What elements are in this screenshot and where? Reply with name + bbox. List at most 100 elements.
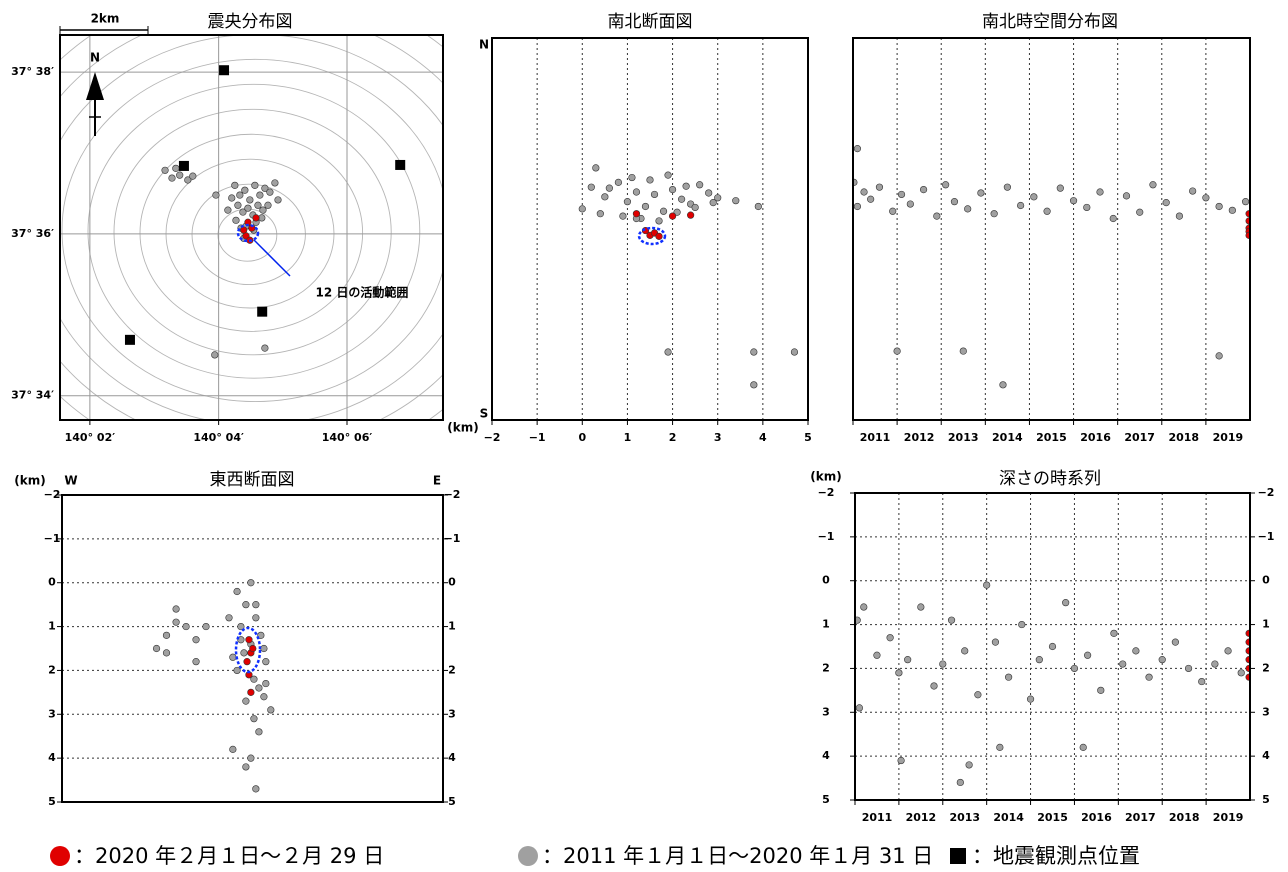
- y-tick-label: 1: [48, 620, 56, 633]
- x-tick-label: 2017: [1124, 431, 1155, 444]
- y-tick-label: 4: [822, 749, 830, 762]
- y-tick-label: 2: [48, 663, 56, 676]
- panel: 2011 2012 2013 2014 2015 2016 2017 2018 2019 南北時空…: [852, 12, 1251, 444]
- hypocenter: [1026, 695, 1035, 703]
- hypocenter: [965, 761, 973, 769]
- hypocenter: [705, 189, 713, 197]
- hypocenter: [650, 190, 659, 199]
- x-tick-label: 2017: [1125, 811, 1156, 824]
- hypocenter: [664, 171, 672, 179]
- legend-marker: [50, 846, 70, 866]
- y-tick-label: 5: [448, 795, 456, 808]
- frame: [59, 34, 444, 421]
- contour: [61, 58, 443, 402]
- hypocenter: [732, 197, 740, 205]
- hypocenter: [754, 202, 762, 211]
- panel-title: 震央分布図: [208, 12, 293, 32]
- x-tick-label: 140° 04′: [193, 431, 244, 444]
- hypocenter: [893, 347, 901, 355]
- hypocenter: [596, 210, 604, 218]
- hypocenter: [1149, 181, 1157, 189]
- y-tick-label: 5: [822, 793, 830, 806]
- hypocenter: [240, 649, 248, 657]
- station: [395, 159, 406, 170]
- hypocenter: [233, 587, 241, 596]
- y-tick-label: −2: [1258, 486, 1275, 499]
- hypocenter: [1145, 673, 1153, 681]
- hypocenter: [691, 203, 699, 212]
- hypocenter: [673, 208, 681, 216]
- unit-label: (km): [14, 474, 45, 488]
- x-tick-label: 3: [714, 431, 722, 444]
- x-tick-label: 2011: [862, 811, 893, 824]
- y-tick-label: 1: [448, 620, 456, 633]
- hypocenter: [641, 202, 650, 211]
- panel-title: 南北時空間分布図: [982, 12, 1118, 32]
- hypocenter: [1119, 660, 1127, 668]
- hypocenter: [250, 715, 258, 723]
- hypocenter: [632, 210, 641, 218]
- hypocenter: [587, 183, 595, 191]
- hypocenter: [956, 778, 964, 787]
- x-tick-label: 2014: [992, 431, 1023, 444]
- hypocenter: [260, 644, 268, 653]
- legend-label: ：2020 年２月１日～２月 29 日: [74, 844, 384, 868]
- contour: [139, 133, 364, 332]
- x-tick-label: 2014: [993, 811, 1024, 824]
- hypocenter: [1096, 188, 1104, 196]
- hypocenter: [895, 669, 903, 677]
- hypocenter: [252, 614, 260, 622]
- x-tick-label: 2016: [1081, 811, 1112, 824]
- hypocenter: [855, 704, 863, 712]
- x-tick-label: 2016: [1080, 431, 1111, 444]
- hypocenter: [244, 204, 252, 212]
- hypocenter: [682, 182, 690, 190]
- station: [257, 306, 268, 317]
- hypocenter: [1175, 212, 1184, 220]
- y-tick-label: 4: [48, 751, 56, 764]
- activity-range: [236, 223, 260, 243]
- hypocenter: [964, 205, 972, 213]
- bottom-label: S: [480, 407, 489, 421]
- hypocenter: [172, 618, 180, 626]
- hypocenter: [189, 172, 197, 180]
- hypocenter: [256, 191, 264, 199]
- plot-area: [855, 493, 1250, 800]
- hypocenter: [1035, 656, 1043, 664]
- x-tick-label: 2018: [1169, 811, 1200, 824]
- hypocenter: [950, 198, 959, 206]
- hypocenter: [655, 232, 663, 240]
- x-tick-label: 2015: [1037, 811, 1068, 824]
- hypocenter: [917, 603, 925, 611]
- hypocenter: [192, 636, 200, 644]
- hypocenter: [237, 636, 245, 644]
- hypocenter: [959, 347, 967, 355]
- station: [178, 160, 189, 171]
- hypocenter: [1162, 199, 1170, 207]
- x-tick-label: 2013: [949, 811, 980, 824]
- hypocenter: [592, 164, 600, 172]
- y-tick-label: 4: [448, 751, 456, 764]
- hypocenter: [162, 649, 171, 657]
- hypocenter: [933, 212, 941, 220]
- hypocenter: [1184, 664, 1193, 673]
- hypocenter: [1048, 642, 1057, 651]
- y-tick-label: 3: [48, 707, 56, 720]
- hypocenter: [233, 666, 241, 675]
- hypocenter: [261, 184, 269, 192]
- legend-label: ：地震観測点位置: [972, 844, 1140, 868]
- top-label: N: [479, 38, 489, 52]
- hypocenter: [241, 186, 249, 194]
- hypocenter: [1158, 656, 1166, 664]
- hypocenter: [211, 351, 219, 359]
- hypocenter: [176, 171, 184, 179]
- x-tick-label: 2011: [860, 431, 891, 444]
- hypocenter: [247, 579, 255, 587]
- x-tick-label: 2012: [904, 431, 935, 444]
- hypocenter: [254, 201, 262, 209]
- y-tick-label: 1: [1262, 618, 1270, 631]
- hypocenter: [860, 188, 868, 196]
- y-tick-label: 5: [1262, 793, 1270, 806]
- hypocenter: [1241, 198, 1250, 206]
